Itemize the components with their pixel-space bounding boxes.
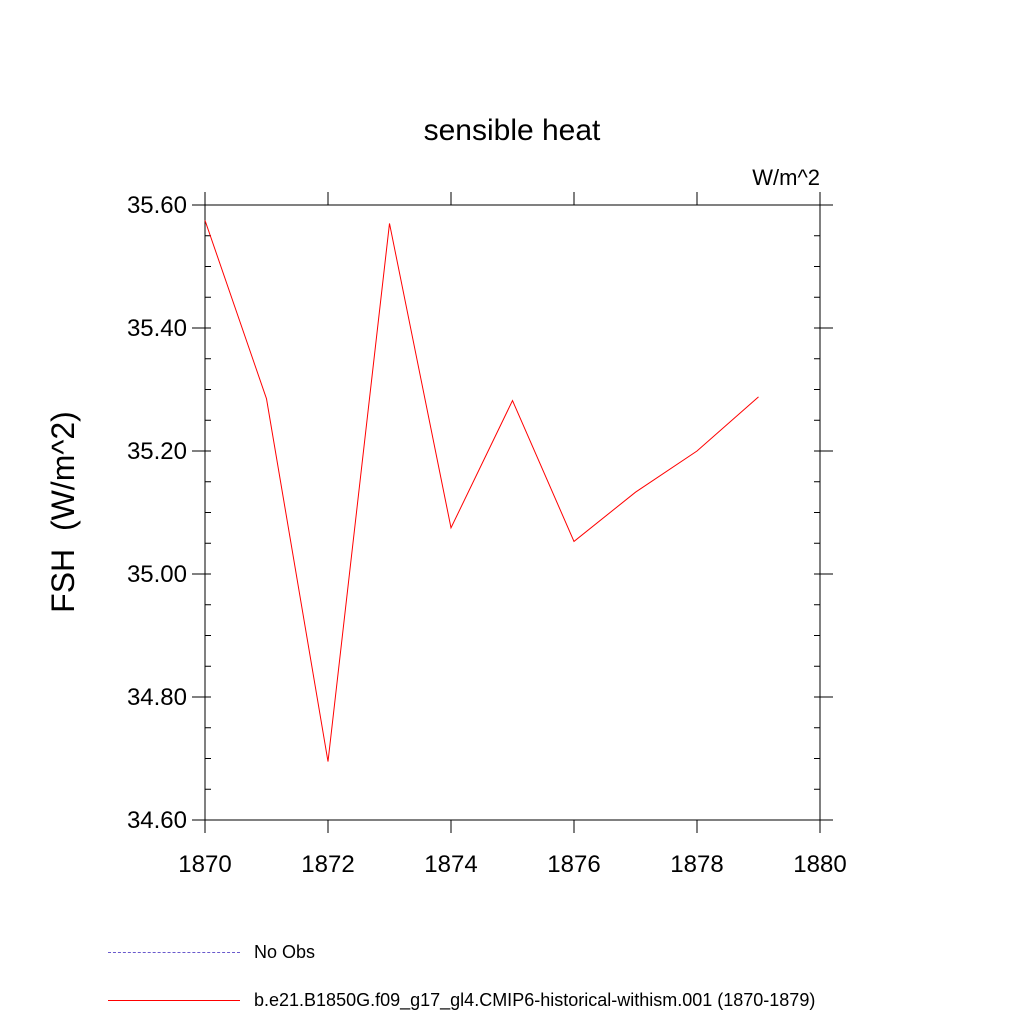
x-tick-label: 1878: [670, 851, 723, 878]
axis-ticks: [192, 192, 833, 833]
legend-label: No Obs: [254, 942, 316, 962]
x-tick-label: 1880: [793, 851, 846, 878]
x-tick-label: 1876: [547, 851, 600, 878]
y-tick-label: 34.80: [127, 684, 187, 711]
y-tick-label: 35.60: [127, 192, 187, 219]
y-tick-label: 35.20: [127, 438, 187, 465]
x-tick-label: 1872: [301, 851, 354, 878]
legend-item-model-run: b.e21.B1850G.f09_g17_gl4.CMIP6-historica…: [108, 990, 1008, 1012]
legend-item-no-obs: No Obs: [108, 942, 1008, 964]
series-line-0: [204, 220, 759, 762]
y-tick-label: 34.60: [127, 807, 187, 834]
chart-title: sensible heat: [424, 114, 601, 147]
legend-label: b.e21.B1850G.f09_g17_gl4.CMIP6-historica…: [254, 990, 816, 1010]
y-tick-label: 35.00: [127, 561, 187, 588]
x-tick-label: 1870: [178, 851, 231, 878]
x-tick-label: 1874: [424, 851, 477, 878]
units-label: W/m^2: [752, 165, 820, 190]
legend-swatch-dashed: [108, 952, 240, 953]
legend-swatch-solid: [108, 1000, 240, 1001]
y-tick-label: 35.40: [127, 315, 187, 342]
tick-labels: 1870 1872 1874 1876 1878 1880 34.60 34.80 35.00 3…: [127, 192, 847, 878]
y-axis-label: FSH (W/m^2): [45, 411, 81, 613]
plot-frame: [204, 204, 821, 821]
series-group: [204, 220, 759, 762]
